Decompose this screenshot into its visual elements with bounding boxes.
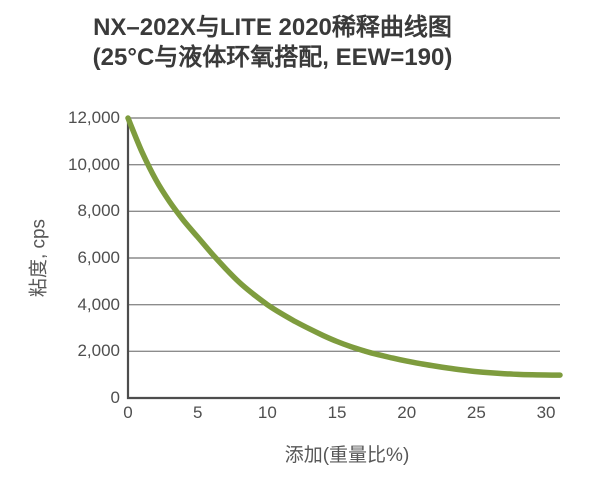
x-tick-label: 25 bbox=[466, 403, 486, 422]
y-tick-label: 0 bbox=[110, 388, 120, 407]
x-tick-label: 10 bbox=[257, 403, 277, 422]
x-tick-label: 20 bbox=[397, 403, 417, 422]
chart-title-line2: (25°C与液体环氧搭配, EEW=190) bbox=[92, 44, 453, 71]
y-tick-label: 10,000 bbox=[68, 154, 120, 174]
y-tick-label: 8,000 bbox=[77, 201, 120, 221]
chart-title: NX–202X与LITE 2020稀释曲线图 (25°C与液体环氧搭配, EEW… bbox=[0, 13, 545, 73]
x-tick-label: 5 bbox=[192, 403, 203, 422]
x-tick-label: 0 bbox=[123, 403, 133, 422]
x-tick-label: 15 bbox=[327, 403, 347, 422]
y-tick-label: 4,000 bbox=[77, 294, 120, 314]
y-tick-label: 12,000 bbox=[68, 108, 120, 127]
axis-lines bbox=[126, 118, 560, 400]
grid-lines bbox=[128, 117, 560, 353]
y-tick-label: 6,000 bbox=[77, 248, 120, 267]
x-tick-label: 30 bbox=[536, 403, 556, 422]
plot-area bbox=[125, 115, 563, 400]
y-tick-label: 2,000 bbox=[77, 341, 120, 361]
chart-title-line1: NX–202X与LITE 2020稀释曲线图 bbox=[93, 14, 452, 41]
x-axis-title: 添加(重量比%) bbox=[284, 445, 410, 466]
dilution-curve bbox=[125, 115, 563, 378]
